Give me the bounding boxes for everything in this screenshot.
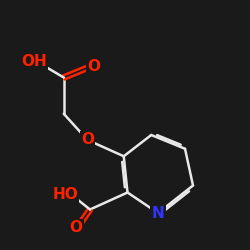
Text: OH: OH <box>21 54 46 69</box>
Text: O: O <box>81 132 94 148</box>
Text: HO: HO <box>52 187 78 202</box>
Text: O: O <box>87 59 100 74</box>
Text: O: O <box>70 220 83 235</box>
Text: N: N <box>152 206 164 220</box>
